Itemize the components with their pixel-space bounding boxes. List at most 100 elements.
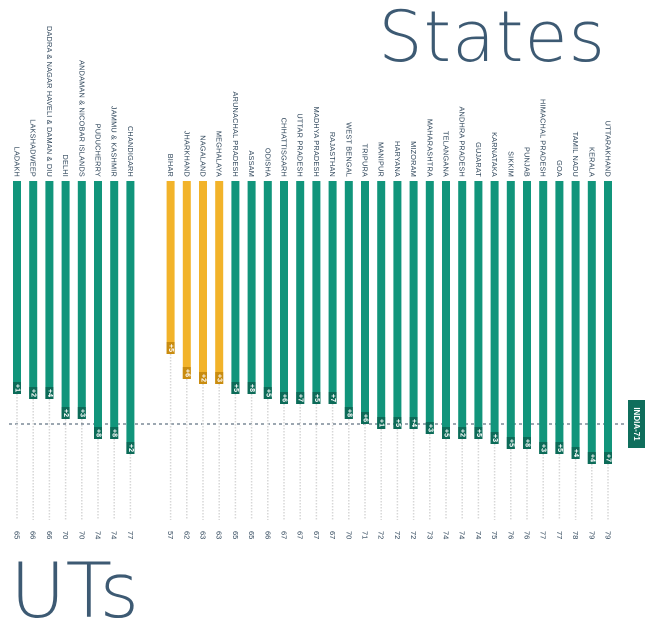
change-label-puducherry: +8 [95, 429, 102, 437]
bar-jammu-and-kashmir [110, 181, 119, 439]
bar-puducherry [94, 181, 102, 439]
change-segment-gujarat [474, 427, 483, 439]
score-label-rajasthan: 67 [328, 531, 337, 539]
change-label-karnataka: +3 [491, 434, 498, 442]
change-segment-delhi [61, 407, 70, 419]
score-label-uttar-pradesh: 67 [296, 531, 305, 539]
score-label-odisha: 66 [263, 531, 272, 539]
bar-uttar-pradesh [296, 181, 305, 404]
bar-maharashtra [425, 181, 434, 434]
bar-tamil-nadu [571, 181, 580, 459]
category-label-nagaland: NAGALAND [199, 135, 208, 177]
change-label-nagaland: +2 [200, 374, 207, 382]
category-label-goa: GOA [555, 160, 564, 177]
change-segment-rajasthan [328, 392, 337, 404]
score-label-sikkim: 76 [506, 531, 515, 539]
change-label-mizoram: +4 [410, 419, 417, 427]
change-segment-uttar-pradesh [296, 392, 305, 404]
score-label-madhya-pradesh: 67 [312, 531, 321, 539]
category-label-uttarakhand: UTTARAKHAND [604, 121, 613, 177]
category-label-andaman-and-nicobar-islands: ANDAMAN & NICOBAR ISLANDS [77, 60, 86, 177]
bar-rajasthan [328, 181, 337, 404]
change-label-dadra-and-nagar-haveli-and-daman-and-diu: +4 [46, 389, 53, 397]
change-label-odisha: +5 [264, 389, 271, 397]
category-label-jharkhand: JHARKHAND [182, 131, 191, 177]
change-label-meghalaya: +3 [216, 374, 223, 382]
score-label-maharashtra: 73 [425, 531, 434, 539]
bar-mizoram [409, 181, 418, 429]
change-segment-chhattisgarh [280, 392, 288, 404]
change-segment-uttarakhand [604, 452, 612, 464]
bar-arunachal-pradesh [231, 181, 240, 394]
change-segment-ladakh [13, 382, 21, 394]
change-segment-west-bengal [344, 407, 353, 419]
category-label-rajasthan: RAJASTHAN [328, 132, 337, 177]
change-label-andhra-pradesh: +2 [459, 429, 466, 437]
score-label-delhi: 70 [61, 531, 70, 539]
change-segment-dadra-and-nagar-haveli-and-daman-and-diu [45, 387, 54, 399]
bar-meghalaya [215, 181, 224, 384]
reference-label-box [628, 400, 645, 448]
category-label-west-bengal: WEST BENGAL [344, 122, 353, 177]
change-segment-madhya-pradesh [312, 392, 321, 404]
uts-heading: UTs [10, 546, 140, 635]
category-label-sikkim: SIKKIM [506, 151, 515, 177]
score-label-tamil-nadu: 78 [571, 531, 580, 539]
score-label-meghalaya: 63 [215, 531, 224, 539]
change-label-manipur: +1 [378, 419, 385, 427]
score-label-tripura: 71 [361, 531, 370, 539]
category-label-punjab: PUNJAB [523, 147, 532, 177]
category-label-chhattisgarh: CHHATTISGARH [280, 118, 289, 177]
score-label-haryana: 72 [393, 531, 402, 539]
score-label-bihar: 57 [166, 531, 175, 539]
category-label-andhra-pradesh: ANDHRA PRADESH [458, 106, 467, 177]
bar-manipur [377, 181, 386, 429]
change-label-jharkhand: +6 [183, 369, 190, 377]
change-label-west-bengal: +8 [345, 409, 352, 417]
bar-gujarat [474, 181, 483, 439]
category-label-arunachal-pradesh: ARUNACHAL PRADESH [231, 92, 240, 177]
change-label-himachal-pradesh: +3 [540, 444, 547, 452]
category-label-maharashtra: MAHARASHTRA [425, 119, 434, 177]
change-label-uttarakhand: +7 [605, 454, 612, 462]
change-label-lakshadweep: +2 [30, 389, 37, 397]
bar-assam [247, 181, 256, 394]
change-segment-tamil-nadu [571, 447, 580, 459]
bar-dadra-and-nagar-haveli-and-daman-and-diu [45, 181, 54, 399]
change-label-andaman-and-nicobar-islands: +3 [78, 409, 85, 417]
category-label-uttar-pradesh: UTTAR PRADESH [296, 113, 305, 177]
score-label-dadra-and-nagar-haveli-and-daman-and-diu: 66 [45, 531, 54, 539]
change-segment-manipur [377, 417, 386, 429]
score-label-manipur: 72 [377, 531, 386, 539]
change-segment-punjab [523, 437, 531, 449]
change-segment-lakshadweep [29, 387, 38, 399]
change-label-sikkim: +5 [507, 439, 514, 447]
change-label-arunachal-pradesh: +5 [232, 384, 239, 392]
score-label-nagaland: 63 [199, 531, 208, 539]
bar-ladakh [13, 181, 21, 394]
change-segment-assam [247, 382, 256, 394]
category-label-haryana: HARYANA [393, 141, 402, 177]
change-segment-nagaland [199, 372, 207, 384]
change-segment-chandigarh [126, 442, 135, 454]
bar-punjab [523, 181, 531, 449]
score-label-andhra-pradesh: 74 [458, 531, 467, 539]
score-label-himachal-pradesh: 77 [539, 531, 548, 539]
score-label-chhattisgarh: 67 [280, 531, 289, 539]
score-label-jammu-and-kashmir: 74 [110, 531, 119, 539]
change-label-kerala: +4 [588, 454, 595, 462]
change-segment-goa [555, 442, 564, 454]
score-label-kerala: 79 [587, 531, 596, 539]
change-label-haryana: +5 [394, 419, 401, 427]
score-label-telangana: 74 [442, 531, 451, 539]
change-segment-telangana [442, 427, 450, 439]
bar-bihar [166, 181, 175, 354]
change-label-gujarat: +5 [475, 429, 482, 437]
category-label-telangana: TELANGANA [442, 131, 451, 177]
bar-himachal-pradesh [539, 181, 548, 454]
change-segment-odisha [263, 387, 272, 399]
bar-karnataka [490, 181, 499, 444]
change-label-chhattisgarh: +6 [281, 394, 288, 402]
category-label-jammu-and-kashmir: JAMMU & KASHMIR [110, 106, 119, 177]
change-label-bihar: +5 [167, 344, 174, 352]
